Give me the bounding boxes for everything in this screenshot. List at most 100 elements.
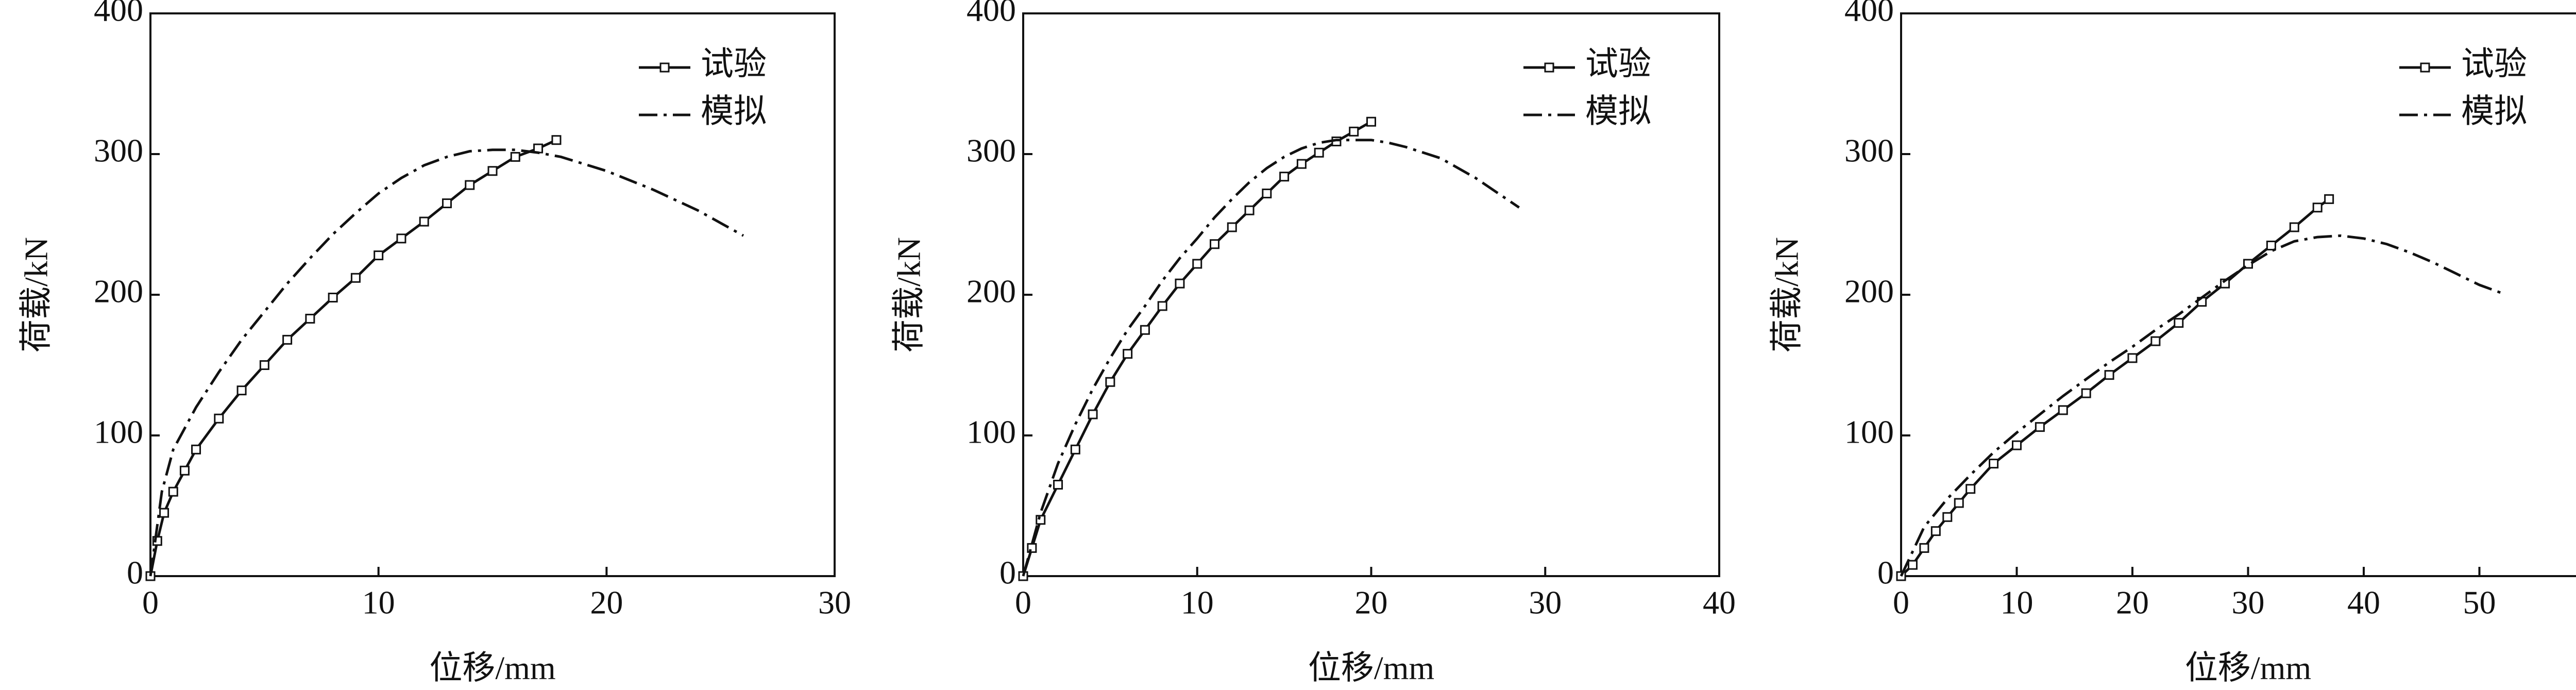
y-tick-label: 0 [127,554,143,591]
data-marker [1088,409,1098,419]
x-axis-title: 位移/mm [2185,650,2311,686]
data-marker [179,465,190,476]
legend-marker [659,62,670,73]
data-marker [1965,484,1976,494]
data-marker [2312,203,2323,213]
data-marker [374,250,384,261]
x-tick-label: 20 [1355,584,1388,621]
legend-label: 模拟 [701,93,767,130]
data-marker [1349,126,1359,137]
data-marker [1157,301,1167,311]
data-marker [2324,194,2334,204]
data-marker [1954,498,1964,508]
legend-label: 试验 [2461,46,2527,82]
data-marker [328,292,338,302]
x-tick-label: 50 [2463,584,2496,621]
legend-label: 模拟 [2461,93,2527,130]
data-marker [1070,444,1080,455]
y-tick-label: 400 [1844,0,1894,28]
series-line [1022,121,1372,577]
data-marker [1930,526,1941,536]
series-line [1900,234,2503,577]
data-marker [2012,440,2022,450]
y-tick-label: 200 [967,273,1016,310]
series-line [149,139,557,577]
data-marker [551,135,562,145]
data-marker [1123,349,1133,359]
y-axis-title: 荷载/kN [1769,237,1805,352]
data-marker [1192,259,1202,269]
data-marker [2174,318,2184,328]
data-marker [487,166,498,176]
data-marker [168,486,178,497]
x-tick-label: 40 [2347,584,2380,621]
data-marker [1175,278,1185,289]
x-axis-title: 位移/mm [1308,650,1434,686]
data-marker [2289,222,2299,232]
data-marker [1244,205,1255,215]
data-marker [2081,388,2091,398]
data-marker [1227,222,1237,232]
y-tick-label: 100 [94,414,143,450]
data-marker [1279,172,1290,182]
x-tick-label: 10 [2001,584,2033,621]
x-tick-label: 40 [1703,584,1736,621]
y-tick-label: 200 [94,273,143,310]
x-tick-label: 30 [1529,584,1562,621]
data-marker [1907,560,1918,570]
x-tick-label: 20 [590,584,623,621]
data-marker [2127,353,2138,363]
data-marker [2035,422,2045,432]
data-marker [1919,543,1929,553]
data-marker [191,444,201,455]
x-tick-label: 0 [1015,584,1031,621]
series-line [149,148,744,577]
y-tick-label: 300 [1844,132,1894,169]
legend-label: 试验 [701,46,767,82]
y-tick-label: 0 [999,554,1016,591]
data-marker [1366,116,1376,127]
y-tick-label: 100 [1844,414,1894,450]
data-marker [465,180,475,190]
legend-marker [1544,62,1554,73]
y-axis-title: 荷载/kN [891,237,927,352]
legend-marker [2420,62,2430,73]
data-marker [396,233,406,244]
data-marker [282,334,293,345]
x-tick-label: 30 [818,584,851,621]
y-axis-title: 荷载/kN [18,237,55,352]
data-marker [214,413,224,424]
data-marker [2058,405,2068,415]
data-marker [259,360,269,370]
data-marker [159,508,170,518]
y-tick-label: 0 [1877,554,1894,591]
data-marker [1989,459,1999,469]
data-marker [2150,336,2161,346]
x-tick-label: 20 [2116,584,2149,621]
data-marker [1296,159,1307,169]
x-tick-label: 10 [1181,584,1214,621]
data-marker [419,216,429,227]
data-marker [350,273,361,283]
data-marker [1140,325,1150,335]
x-tick-label: 30 [2232,584,2265,621]
x-tick-label: 0 [142,584,159,621]
data-marker [1942,512,1953,522]
data-marker [236,385,247,396]
data-marker [1105,377,1115,387]
series-line [1022,139,1520,577]
data-marker [1210,239,1220,249]
y-tick-label: 400 [967,0,1016,28]
data-marker [442,198,452,209]
y-tick-label: 300 [94,132,143,169]
x-tick-label: 0 [1893,584,1909,621]
data-marker [2104,370,2114,380]
y-tick-label: 200 [1844,273,1894,310]
legend-label: 模拟 [1585,93,1651,130]
y-tick-label: 100 [967,414,1016,450]
x-axis-title: 位移/mm [429,650,555,686]
data-marker [1053,480,1063,490]
